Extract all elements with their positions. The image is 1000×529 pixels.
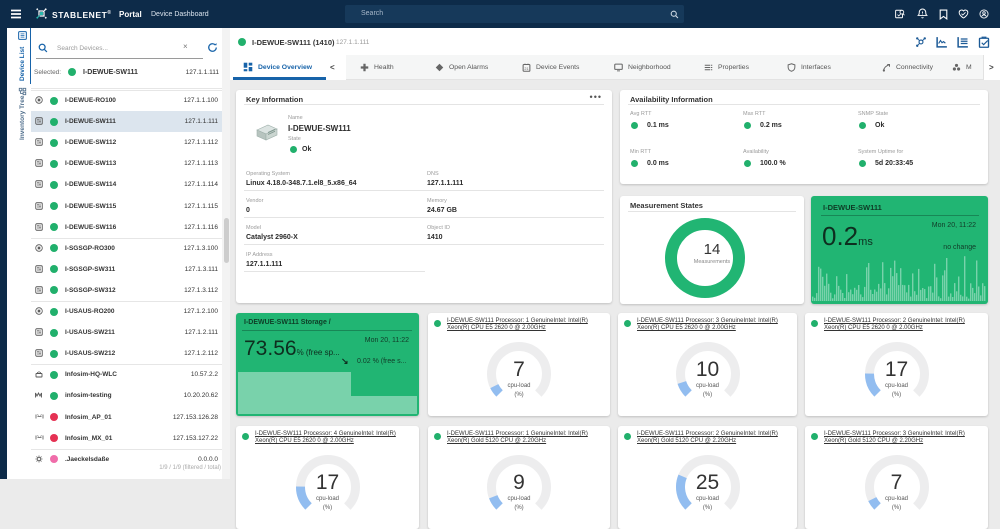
svg-text:21: 21 [524, 67, 528, 71]
